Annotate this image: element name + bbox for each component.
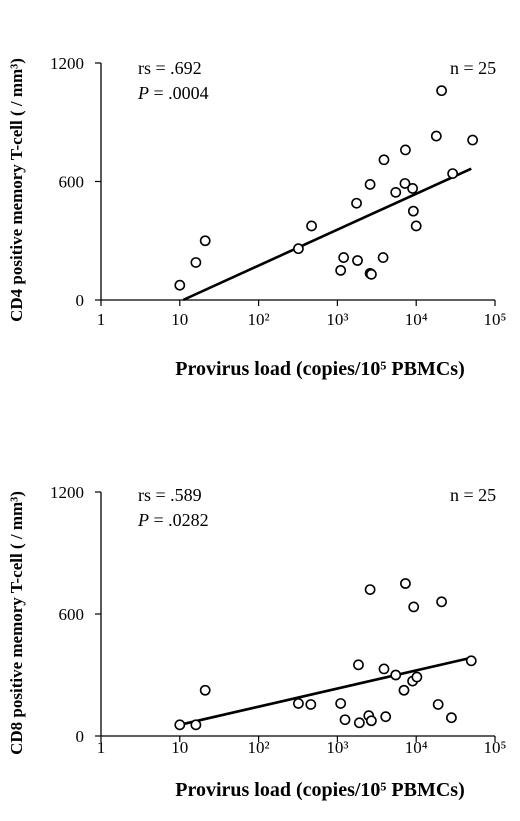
y-tick-label: 1200 (50, 483, 84, 502)
cd8-data-point (293, 698, 304, 709)
x-tick-label: 1 (97, 310, 106, 329)
cd4-data-point (378, 154, 390, 166)
x-tick-label: 10³ (326, 310, 348, 329)
cd8-data-point (353, 717, 365, 729)
cd4-data-point (467, 134, 479, 146)
cd8-data-point (199, 684, 211, 696)
cd4-data-point (364, 179, 376, 190)
cd8-data-point (465, 655, 477, 667)
cd4-data-point (306, 220, 317, 232)
cd4-data-point (407, 205, 419, 217)
cd4-data-point (338, 252, 350, 263)
y-tick-label: 0 (76, 291, 85, 310)
p-value-annotation: P = .0282 (137, 510, 209, 530)
rs-annotation: rs = .589 (138, 485, 202, 505)
cd8-data-point (305, 699, 317, 710)
cd4-data-point (199, 235, 211, 247)
cd8-data-point (378, 663, 390, 675)
cd4-data-point (399, 178, 411, 189)
x-tick-label: 10 (171, 738, 188, 757)
x-tick-label: 10⁵ (484, 310, 507, 329)
x-tick-label: 10² (248, 310, 270, 329)
cd4-data-point (335, 264, 347, 276)
n-annotation: n = 25 (450, 58, 496, 78)
cd4-data-point (436, 85, 447, 97)
cd4-data-point (407, 183, 418, 194)
cd8-data-point (411, 671, 423, 683)
cd4-data-point (390, 186, 402, 198)
cd8-data-point (432, 699, 444, 710)
cd4-data-point (365, 268, 377, 280)
cd4-data-point (190, 257, 202, 268)
cd4-data-point (430, 130, 442, 142)
cd4-data-point (447, 168, 459, 179)
p-value-annotation: P = .0004 (137, 83, 209, 103)
cd8-data-point (436, 596, 447, 608)
cd8-chart-panel: 1 10 10² 10³ 10⁴ 10⁵ 0 600 1200 Provirus load (co… (0, 420, 520, 821)
cd8-data-point (400, 578, 411, 589)
rs-annotation: rs = .692 (138, 58, 202, 78)
p-value: = .0004 (149, 83, 209, 103)
cd8-data-point (339, 714, 351, 726)
x-axis-label: Provirus load (copies/10⁵ PBMCs) (175, 358, 465, 380)
cd8-data-point (408, 601, 420, 613)
regression-line (182, 167, 472, 302)
cd8-data-point (364, 584, 376, 595)
x-axis-label: Provirus load (copies/10⁵ PBMCs) (175, 779, 465, 801)
y-tick-label: 600 (59, 605, 85, 624)
cd4-data-point (351, 197, 362, 209)
cd8-data-point (174, 719, 186, 731)
cd4-data-point (410, 220, 422, 232)
cd4-data-point (352, 255, 363, 266)
x-tick-label: 10³ (326, 738, 348, 757)
x-tick-label: 10 (171, 310, 188, 329)
y-tick-label: 600 (59, 173, 85, 192)
cd4-data-point (174, 279, 186, 291)
cd8-data-point (390, 669, 402, 681)
p-label: P (137, 83, 149, 103)
p-label: P (137, 510, 149, 530)
cd4-chart-panel: 1 10 10² 10³ 10⁴ 10⁵ 0 600 1200 Provirus load (co… (0, 0, 520, 405)
x-tick-label: 10⁴ (405, 310, 428, 329)
y-axis-label: CD8 positive memory T-cell ( / mm³) (7, 491, 26, 755)
cd8-data-point (446, 712, 457, 724)
cd8-data-point (190, 719, 202, 731)
y-tick-label: 0 (76, 727, 85, 746)
cd4-data-point (377, 252, 389, 263)
cd8-data-point (335, 698, 347, 709)
cd8-data-point (380, 711, 392, 723)
regression-line (179, 656, 472, 727)
cd8-data-point (398, 684, 410, 696)
x-tick-label: 10⁵ (484, 738, 507, 757)
n-annotation: n = 25 (450, 485, 496, 505)
cd8-data-point (365, 715, 377, 727)
y-axis-label: CD4 positive memory T-cell ( / mm³) (7, 58, 26, 322)
x-tick-label: 10⁴ (405, 738, 428, 757)
cd4-scatter-plot: 1 10 10² 10³ 10⁴ 10⁵ 0 600 1200 Provirus load (co… (7, 54, 507, 380)
y-tick-label: 1200 (50, 54, 84, 73)
cd4-data-point (400, 144, 411, 156)
cd4-data-point (293, 243, 304, 255)
p-value: = .0282 (149, 510, 209, 530)
cd8-scatter-plot: 1 10 10² 10³ 10⁴ 10⁵ 0 600 1200 Provirus load (co… (7, 483, 507, 801)
cd8-data-point (353, 659, 364, 671)
x-tick-label: 1 (97, 738, 106, 757)
x-tick-label: 10² (248, 738, 270, 757)
